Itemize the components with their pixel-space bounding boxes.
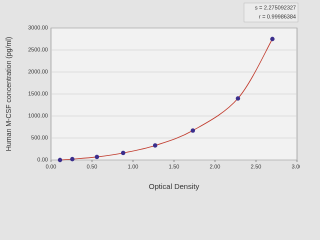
x-axis-label: Optical Density xyxy=(149,182,200,191)
annotation: r = 0.99986384 xyxy=(259,14,296,20)
y-tick-label: 3000.00 xyxy=(28,25,48,31)
data-point xyxy=(152,143,158,148)
data-point xyxy=(120,150,126,156)
y-axis-label: Human M-CSF concentration (pg/ml) xyxy=(6,37,13,151)
data-point xyxy=(190,128,196,133)
data-point xyxy=(70,156,75,162)
y-tick-label: 1500.00 xyxy=(28,91,48,97)
data-point xyxy=(270,36,275,42)
x-tick-label: 3.00 xyxy=(292,164,300,170)
y-tick-label: 2000.00 xyxy=(28,69,48,75)
y-tick-label: 1000.00 xyxy=(28,113,48,119)
page: s = 2.275092327 r = 0.99986384 Optical D… xyxy=(5,2,300,191)
x-tick-label: 0.00 xyxy=(46,164,57,170)
x-tick-label: 0.50 xyxy=(87,164,98,170)
data-point xyxy=(235,96,241,101)
y-tick-label: 500.00 xyxy=(31,135,48,141)
x-tick-label: 1.50 xyxy=(169,164,180,170)
data-point xyxy=(94,154,100,160)
data-point xyxy=(57,157,63,163)
y-tick-label: 0.00 xyxy=(37,157,48,163)
stats-box xyxy=(243,2,299,23)
x-tick-label: 1.00 xyxy=(128,164,139,170)
x-tick-label: 2.00 xyxy=(210,164,221,170)
annotation: s = 2.275092327 xyxy=(255,5,296,11)
y-tick-label: 2500.00 xyxy=(28,47,48,53)
chart: s = 2.275092327 r = 0.99986384 Optical D… xyxy=(5,2,300,191)
x-tick-label: 2.50 xyxy=(251,164,262,170)
